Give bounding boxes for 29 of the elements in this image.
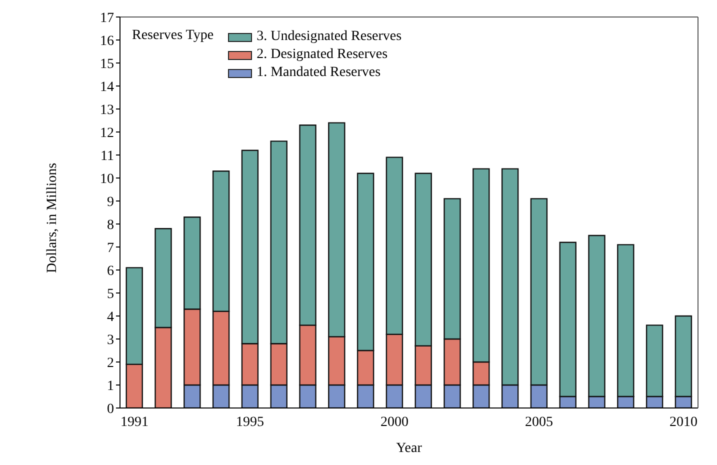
- y-tick-label: 15: [100, 56, 114, 72]
- legend-label: 2. Designated Reserves: [256, 46, 389, 64]
- y-tick-label: 10: [100, 172, 114, 187]
- y-tick-label: 9: [107, 194, 114, 210]
- y-axis-title: Dollars, in Millions: [45, 162, 61, 274]
- x-tick-label: 2000: [380, 414, 409, 430]
- y-tick-label: 14: [100, 80, 114, 95]
- x-axis-title: Year: [396, 441, 422, 456]
- y-tick-label: 7: [107, 240, 114, 256]
- y-tick-label: 6: [107, 264, 114, 279]
- legend-label: 3. Undesignated Reserves: [256, 28, 402, 46]
- x-tick-label: 2005: [525, 414, 554, 430]
- y-tick-label: 13: [100, 102, 114, 118]
- y-tick-label: 11: [100, 148, 114, 164]
- x-tick-label: 1991: [120, 414, 148, 430]
- x-tick-label: 1995: [236, 414, 264, 430]
- y-tick-label: 12: [100, 126, 114, 141]
- y-tick-label: 3: [107, 332, 114, 348]
- legend-label: 1. Mandated Reserves: [256, 64, 382, 82]
- y-tick-label: 4: [107, 310, 114, 325]
- legend-title: Reserves Type: [132, 28, 214, 45]
- x-tick-label: 2010: [670, 414, 698, 430]
- y-tick-label: 0: [107, 402, 114, 417]
- y-tick-label: 8: [107, 218, 114, 233]
- y-tick-label: 17: [100, 10, 114, 26]
- y-tick-label: 1: [107, 378, 114, 394]
- y-tick-label: 16: [100, 34, 114, 49]
- y-tick-label: 5: [107, 286, 114, 302]
- y-tick-label: 2: [107, 356, 114, 371]
